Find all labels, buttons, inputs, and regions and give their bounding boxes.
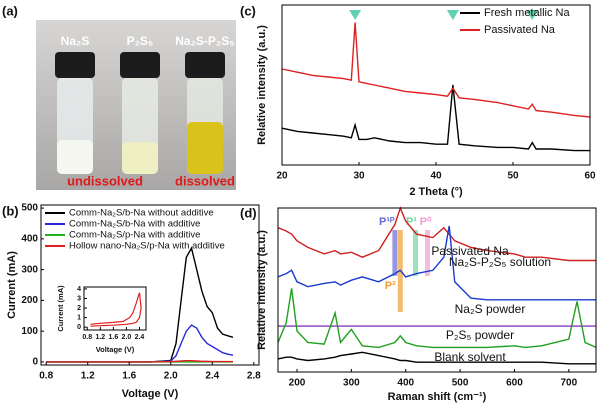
- series-line: [277, 288, 597, 349]
- panel-label: (d): [240, 205, 257, 220]
- x-tick-label: 300: [343, 378, 360, 389]
- photo-panel: (a) Na₂S P₂S₅ Na₂S-P₂S₅ undissolved diss…: [2, 3, 236, 190]
- chart: 0.8 1.2 1.6 2.0 2.4 0 1 2 3 4 Voltage (V) Current (…: [56, 285, 147, 354]
- series-line: [90, 292, 142, 327]
- band-label: P¹: [406, 216, 417, 228]
- curve-label: Blank solvent: [434, 350, 506, 364]
- legend-label: Fresh metallic Na: [484, 7, 570, 19]
- vial-label: P₂S₅: [127, 34, 154, 48]
- curve-label: P₂S₅ powder: [446, 328, 514, 342]
- band-label: P⁰: [420, 216, 432, 228]
- plot-frame: [40, 204, 260, 366]
- vial: [185, 52, 225, 174]
- y-tick-label: 400: [21, 233, 38, 244]
- peak-marker: [526, 10, 539, 20]
- x-axis-label: Voltage (V): [122, 388, 179, 400]
- band-label: P²: [385, 280, 396, 292]
- legend-label: Hollow nano-Na₂S/p-Na with additive: [69, 241, 225, 252]
- y-axis-label: Current (mA): [6, 251, 18, 319]
- vial: [55, 52, 95, 174]
- panel-label: (b): [2, 203, 19, 218]
- vial-label: Na₂S: [61, 34, 90, 48]
- x-axis-label: 2 Theta (°): [409, 186, 463, 198]
- panel-label: (a): [2, 3, 18, 18]
- curve-label: Na₂S powder: [455, 302, 526, 316]
- x-tick-label: 60: [584, 171, 596, 182]
- x-tick-label: 0.8: [39, 371, 53, 382]
- y-tick-label: 1: [77, 314, 81, 321]
- series-line: [281, 22, 591, 118]
- y-tick-label: 500: [21, 203, 38, 214]
- x-axis-label: Raman shift (cm⁻¹): [388, 391, 487, 403]
- x-tick-label: 2.4: [205, 371, 219, 382]
- x-tick-label: 700: [560, 378, 577, 389]
- vial-label: Na₂S-P₂S₅: [175, 34, 235, 48]
- peak-marker: [446, 10, 459, 20]
- series-line: [277, 225, 596, 301]
- x-tick-label: 40: [430, 171, 442, 182]
- x-tick-label: 200: [289, 378, 306, 389]
- caption: undissolved: [67, 173, 143, 188]
- x-tick-label: 1.2: [95, 334, 105, 341]
- peak-marker: [349, 10, 362, 20]
- x-tick-label: 1.6: [109, 334, 119, 341]
- x-tick-label: 2.8: [247, 371, 261, 382]
- peak-band: [424, 230, 430, 276]
- x-tick-label: 2.4: [135, 334, 145, 341]
- y-tick-label: 3: [77, 295, 81, 302]
- y-tick-label: 100: [21, 326, 38, 337]
- y-tick-label: 300: [21, 264, 38, 275]
- y-tick-label: 4: [77, 286, 81, 293]
- series-line: [277, 351, 596, 365]
- chart: (d) P¹ᴾ P² P¹ P⁰ 200 300 400 500 600 700 Raman shif…: [240, 205, 597, 403]
- y-tick-label: 0: [32, 357, 38, 368]
- y-tick-label: 0: [77, 324, 81, 331]
- y-tick-label: 200: [21, 295, 38, 306]
- x-tick-label: 600: [506, 378, 523, 389]
- vial: [120, 52, 160, 174]
- x-axis-label: Voltage (V): [96, 345, 135, 354]
- curve-label: Passivated Na: [431, 244, 509, 258]
- chart: (b)0.8 1.2 1.6 2.0 2.4 2.80100200300400500Vol…: [2, 203, 261, 400]
- x-tick-label: 30: [353, 171, 365, 182]
- y-axis-label: Relative intensity (a.u.): [256, 230, 268, 350]
- series-line: [281, 84, 590, 152]
- series-line: [46, 324, 234, 363]
- legend-label: Comm-Na₂S/p-Na with additive: [69, 230, 200, 241]
- x-tick-label: 2.0: [164, 371, 178, 382]
- chart: (c) 20 30 40 50 60 2 Theta (°) Relative intensi…: [240, 3, 596, 197]
- x-tick-label: 500: [452, 378, 469, 389]
- y-tick-label: 2: [77, 305, 81, 312]
- x-tick-label: 2.0: [122, 334, 132, 341]
- legend-label: Comm-Na₂S/b-Na without additive: [69, 208, 214, 219]
- y-axis-label: Relative intensity (a.u.): [256, 25, 268, 145]
- peak-band: [392, 230, 398, 276]
- panel-label: (c): [240, 3, 256, 18]
- series-line: [277, 205, 596, 262]
- series-line: [46, 360, 233, 363]
- curve-label: Na₂S-P₂S₅ solution: [449, 255, 551, 269]
- band-label: P¹ᴾ: [379, 216, 395, 228]
- x-tick-label: 20: [276, 171, 288, 182]
- x-tick-label: 0.8: [82, 334, 92, 341]
- legend-label: Passivated Na: [484, 24, 556, 36]
- x-tick-label: 400: [397, 378, 414, 389]
- caption: dissolved: [175, 173, 235, 188]
- y-axis-label: Current (mA): [56, 285, 65, 332]
- plot-frame: [277, 207, 597, 373]
- x-tick-label: 50: [507, 171, 519, 182]
- x-tick-label: 1.2: [81, 371, 95, 382]
- legend-label: Comm-Na₂S/b-Na with additive: [69, 219, 200, 230]
- x-tick-label: 1.6: [122, 371, 136, 382]
- peak-band: [413, 230, 419, 276]
